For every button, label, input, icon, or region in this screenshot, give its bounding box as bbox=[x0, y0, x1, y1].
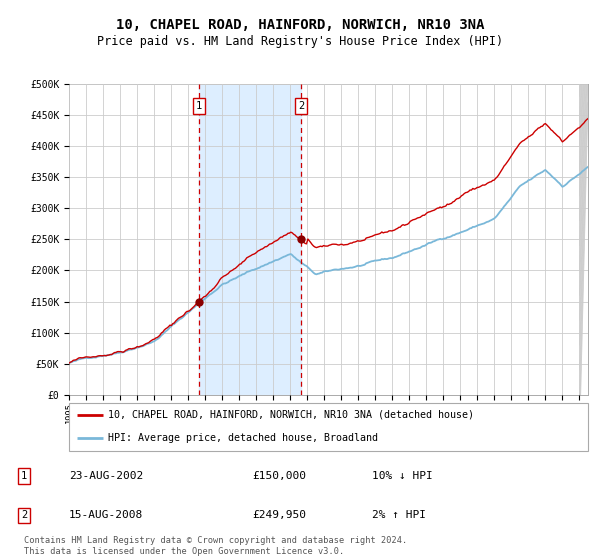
Text: 2: 2 bbox=[298, 101, 304, 111]
Text: 23-AUG-2002: 23-AUG-2002 bbox=[69, 471, 143, 481]
Text: £249,950: £249,950 bbox=[252, 510, 306, 520]
Text: £150,000: £150,000 bbox=[252, 471, 306, 481]
Text: Price paid vs. HM Land Registry's House Price Index (HPI): Price paid vs. HM Land Registry's House … bbox=[97, 35, 503, 48]
Text: 15-AUG-2008: 15-AUG-2008 bbox=[69, 510, 143, 520]
Text: 2% ↑ HPI: 2% ↑ HPI bbox=[372, 510, 426, 520]
Text: 10, CHAPEL ROAD, HAINFORD, NORWICH, NR10 3NA: 10, CHAPEL ROAD, HAINFORD, NORWICH, NR10… bbox=[116, 18, 484, 32]
Bar bbox=[199, 84, 301, 395]
Text: 1: 1 bbox=[196, 101, 202, 111]
Text: HPI: Average price, detached house, Broadland: HPI: Average price, detached house, Broa… bbox=[108, 433, 378, 444]
Text: 10, CHAPEL ROAD, HAINFORD, NORWICH, NR10 3NA (detached house): 10, CHAPEL ROAD, HAINFORD, NORWICH, NR10… bbox=[108, 409, 474, 419]
Text: Contains HM Land Registry data © Crown copyright and database right 2024.
This d: Contains HM Land Registry data © Crown c… bbox=[24, 536, 407, 556]
Text: 1: 1 bbox=[21, 471, 27, 481]
Text: 10% ↓ HPI: 10% ↓ HPI bbox=[372, 471, 433, 481]
Text: 2: 2 bbox=[21, 510, 27, 520]
